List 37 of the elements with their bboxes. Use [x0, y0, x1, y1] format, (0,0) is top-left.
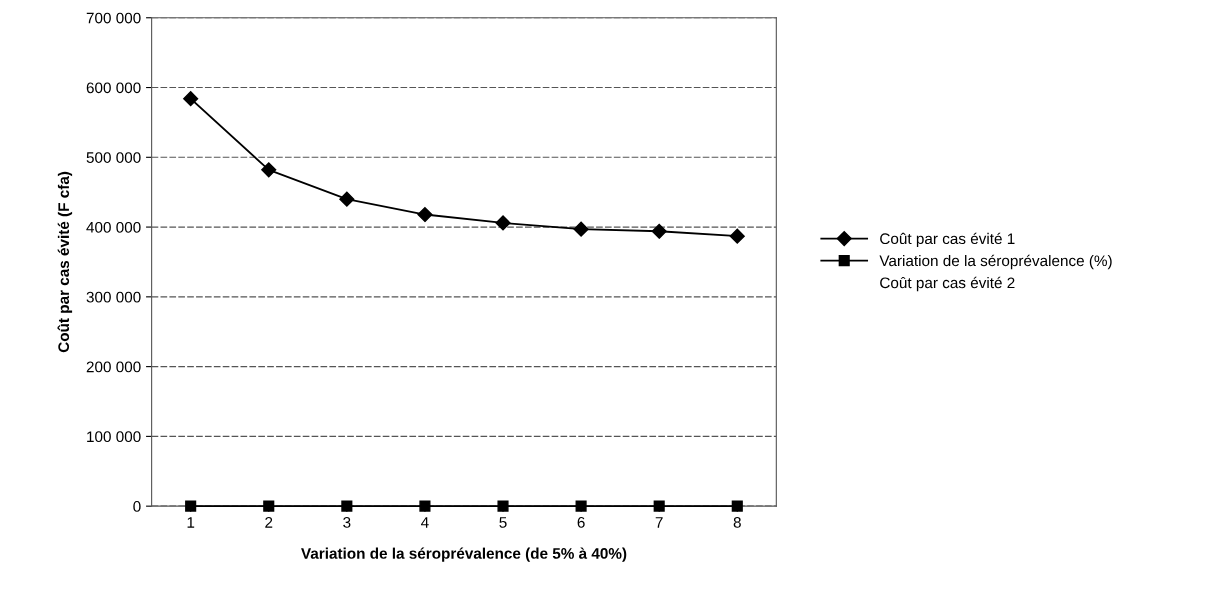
point — [573, 221, 589, 237]
legend-label: Coût par cas évité 1 — [880, 232, 1015, 248]
point — [495, 215, 511, 231]
y-tick-label: 100 000 — [87, 431, 141, 443]
y-tick-label: 300 000 — [86, 291, 141, 303]
x-tick-label: 2 — [265, 516, 273, 528]
y-tick-label: 600 000 — [86, 82, 141, 94]
x-tick-label: 7 — [655, 517, 663, 528]
point — [417, 206, 433, 223]
y-axis-title: Coût par cas évité (F cfa) — [57, 171, 73, 353]
point — [419, 500, 431, 512]
point — [185, 500, 197, 512]
x-tick-label: 3 — [343, 516, 351, 528]
y-tick-label: 0 — [133, 501, 141, 512]
y-tick-label: 700 000 — [86, 12, 141, 24]
point — [497, 500, 509, 512]
point — [341, 500, 353, 512]
x-axis-title: Variation de la séroprévalence (de 5% à 40%) — [301, 547, 627, 562]
point — [261, 162, 277, 178]
x-tick-label: 4 — [421, 517, 429, 528]
point — [183, 91, 199, 107]
x-tick-label: 1 — [187, 517, 195, 528]
point — [263, 500, 275, 512]
x-tick-label: 5 — [499, 517, 507, 528]
point — [651, 223, 667, 239]
point — [729, 228, 745, 244]
text: Coût par cas évité 2 — [880, 276, 1015, 292]
point — [653, 500, 665, 512]
y-tick-label: 400 000 — [86, 221, 141, 233]
x-tick-label: 6 — [577, 516, 585, 528]
y-tick-label: 500 000 — [86, 152, 141, 163]
point — [731, 500, 743, 512]
y-tick-label: 200 000 — [86, 361, 141, 373]
x-tick-label: 8 — [733, 516, 741, 528]
point — [575, 500, 587, 512]
point — [339, 191, 355, 207]
legend-label: Variation de la séroprévalence (%) — [879, 254, 1112, 270]
